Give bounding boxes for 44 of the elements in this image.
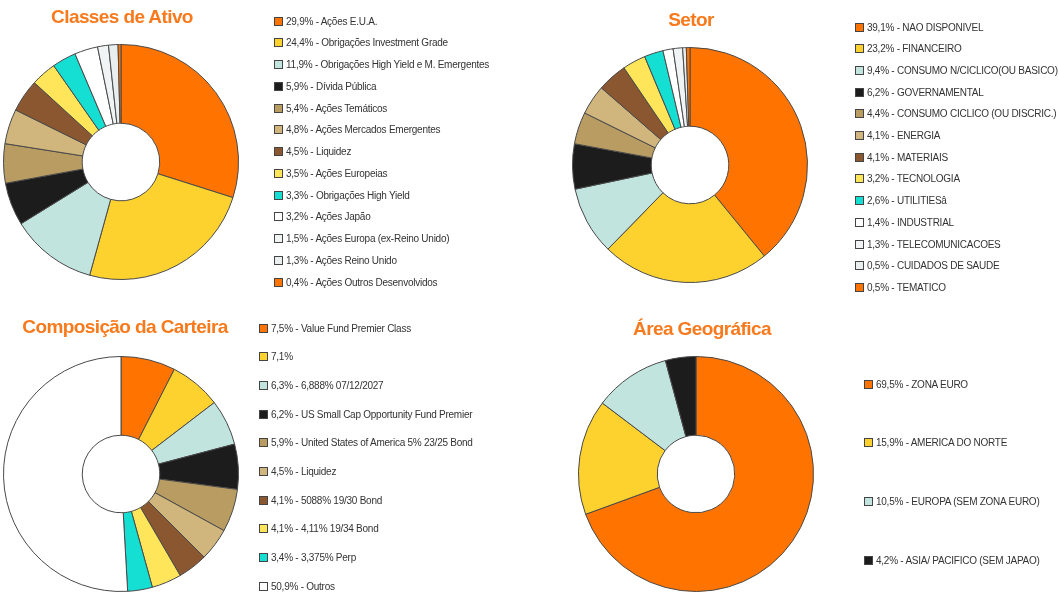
- chart-title: Setor: [667, 9, 715, 31]
- legend-label: 3,2% - TECNOLOGIA: [867, 173, 960, 185]
- legend-label: 4,5% - Liquidez: [271, 466, 337, 477]
- legend-label: 29,9% - Ações E.U.A.: [286, 15, 378, 27]
- chart-title: Área Geográfica: [632, 318, 773, 340]
- legend-label: 5,9% - United States of America 5% 23/25 Bond: [271, 437, 473, 449]
- legend-label: 1,5% - Ações Europa (ex-Reino Unido): [286, 233, 450, 244]
- legend-label: 24,4% - Obrigações Investment Grade: [286, 37, 448, 49]
- legend-label: 6,2% - GOVERNAMENTAL: [867, 86, 984, 98]
- legend-label: 0,5% - TEMATICO: [867, 281, 946, 293]
- legend-label: 9,4% - CONSUMO N/CICLICO(OU BASICO): [867, 64, 1058, 76]
- chart-title: Composição da Carteira: [21, 316, 230, 338]
- legend-label: 69,5% - ZONA EURO: [876, 378, 968, 390]
- legend-label: 7,5% - Value Fund Premier Class: [271, 322, 411, 334]
- legend-label: 6,3% - 6,888% 07/12/2027: [271, 379, 384, 391]
- legend-label: 23,2% - FINANCEIRO: [867, 43, 962, 55]
- legend-label: 2,6% - UTILITIESâ: [867, 195, 947, 207]
- legend-label: 1,3% - TELECOMUNICACOES: [867, 238, 1001, 250]
- legend-label: 1,3% - Ações Reino Unido: [286, 254, 397, 266]
- legend-label: 0,4% - Ações Outros Desenvolvidos: [286, 276, 438, 288]
- legend-label: 7,1%: [271, 351, 293, 363]
- legend-label: 4,1% - ENERGIA: [867, 130, 941, 141]
- legend-label: 11,9% - Obrigações High Yield e M. Emergentes: [286, 59, 490, 70]
- legend-label: 1,4% - INDUSTRIAL: [867, 216, 954, 228]
- legend-label: 39,1% - NAO DISPONIVEL: [867, 21, 984, 33]
- legend-label: 6,2% - US Small Cap Opportunity Fund Premier: [271, 408, 473, 420]
- legend-label: 3,2% - Ações Japão: [286, 211, 371, 223]
- legend-label: 15,9% - AMERICA DO NORTE: [876, 437, 1008, 449]
- legend-label: 4,8% - Ações Mercados Emergentes: [286, 124, 441, 136]
- legend-label: 0,5% - CUIDADOS DE SAUDE: [867, 260, 1000, 272]
- legend-label: 5,9% - Dívida Pública: [286, 80, 377, 92]
- legend-label: 4,5% - Liquidez: [286, 146, 352, 157]
- legend-label: 5,4% - Ações Temáticos: [286, 102, 388, 114]
- legend-label: 10,5% - EUROPA (SEM ZONA EURO): [876, 495, 1040, 507]
- legend-label: 4,1% - 4,11% 19/34 Bond: [271, 523, 379, 535]
- legend-label: 4,1% - 5088% 19/30 Bond: [271, 494, 383, 506]
- chart-title: Classes de Ativo: [50, 6, 194, 28]
- legend-label: 3,5% - Ações Europeias: [286, 167, 388, 179]
- legend-label: 4,1% - MATERIAIS: [867, 151, 948, 163]
- legend-label: 4,4% - CONSUMO CICLICO (OU DISCRIC.): [867, 108, 1057, 120]
- legend-label: 50,9% - Outros: [271, 580, 335, 592]
- legend-label: 4,2% - ASIA/ PACIFICO (SEM JAPAO): [876, 554, 1040, 566]
- legend-label: 3,3% - Obrigações High Yield: [286, 189, 410, 201]
- legend-label: 3,4% - 3,375% Perp: [271, 552, 356, 564]
